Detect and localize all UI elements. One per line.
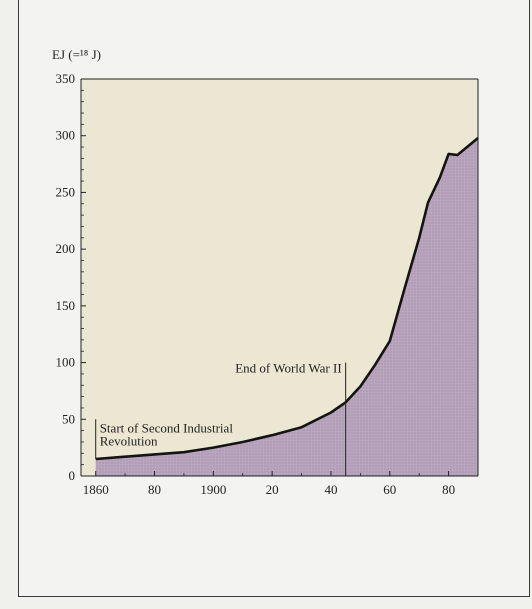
annotation-industrial-revolution: Start of Second Industrial <box>100 420 234 435</box>
y-tick-label: 50 <box>62 411 75 426</box>
y-tick-label: 300 <box>56 128 76 143</box>
y-axis-unit-label: EJ (=¹⁸ J) <box>52 47 101 62</box>
annotation-world-war-ii: End of World War II <box>235 361 341 376</box>
x-tick-label: 80 <box>442 482 455 497</box>
y-tick-label: 250 <box>56 184 76 199</box>
y-tick-label: 350 <box>56 71 76 86</box>
y-tick-label: 100 <box>56 355 76 370</box>
area-fill <box>95 138 478 476</box>
x-tick-label: 20 <box>266 482 279 497</box>
y-tick-label: 200 <box>56 241 76 256</box>
annotation-industrial-revolution: Revolution <box>100 433 158 448</box>
x-tick-label: 60 <box>383 482 396 497</box>
x-tick-label: 80 <box>148 482 161 497</box>
x-tick-label: 1900 <box>200 482 226 497</box>
y-tick-label: 0 <box>69 468 76 483</box>
x-tick-label: 1860 <box>83 482 109 497</box>
x-tick-label: 40 <box>324 482 337 497</box>
series-line <box>95 136 479 461</box>
y-tick-label: 150 <box>56 298 76 313</box>
